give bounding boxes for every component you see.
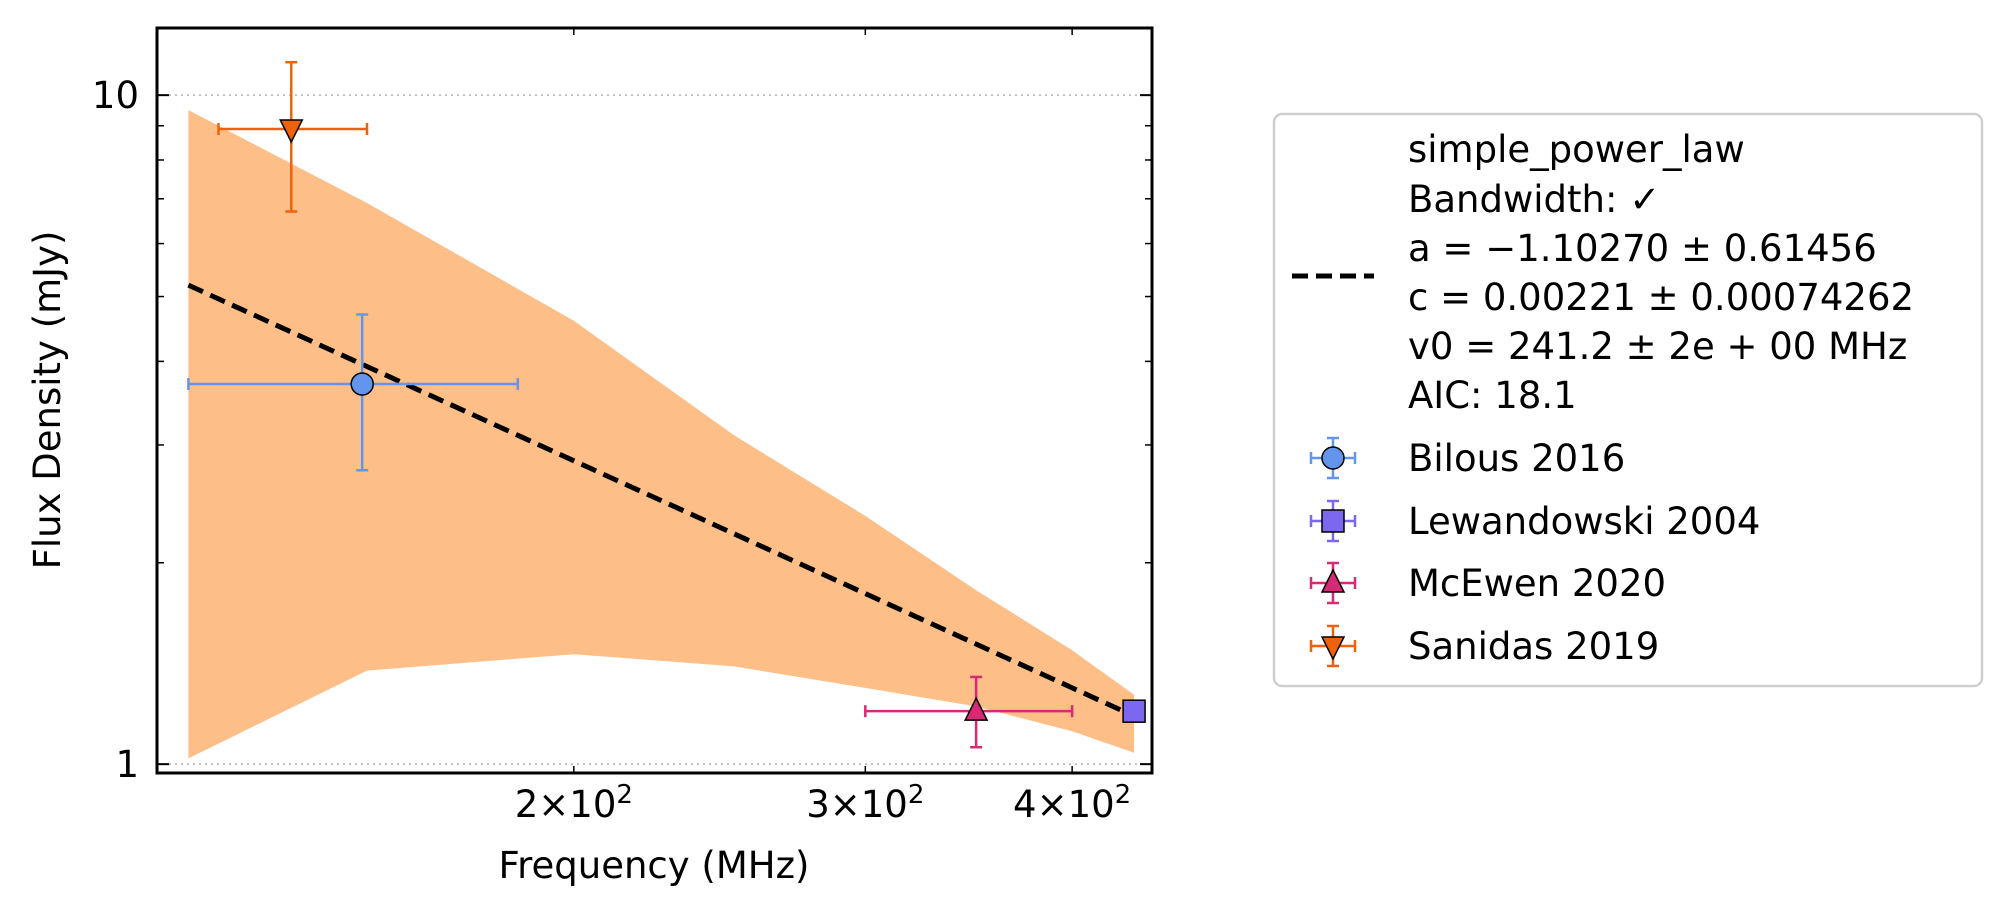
data-point-lewandowski-2004 xyxy=(1122,699,1146,723)
legend-entry: McEwen 2020 xyxy=(1309,561,1666,605)
legend-fit-bandwidth: Bandwidth: ✓ xyxy=(1408,178,1660,221)
legend-entry: Lewandowski 2004 xyxy=(1309,499,1760,543)
fit-line xyxy=(187,282,1136,719)
legend-label: McEwen 2020 xyxy=(1408,562,1666,605)
x-tick-label: 4×102 xyxy=(1013,780,1131,826)
legend-marker-triangle-down xyxy=(1320,636,1346,661)
legend-label: Bilous 2016 xyxy=(1408,437,1625,480)
legend-frame xyxy=(1272,112,1984,688)
data-point-bilous-2016 xyxy=(187,313,520,472)
legend-fit-name: simple_power_law xyxy=(1408,128,1745,171)
data-point-mcewen-2020 xyxy=(864,675,1074,749)
legend-marker-circle xyxy=(1321,446,1345,470)
axes-frame xyxy=(155,26,1154,775)
legend: simple_power_law Bandwidth: ✓ a = −1.102… xyxy=(1272,112,1984,688)
legend-marker-triangle-up xyxy=(1320,568,1346,593)
legend-label: Sanidas 2019 xyxy=(1408,625,1659,668)
legend-entry: Sanidas 2019 xyxy=(1309,624,1659,668)
marker-triangle-up xyxy=(963,696,989,721)
x-tick-label: 3×102 xyxy=(806,780,924,826)
x-axis-label: Frequency (MHz) xyxy=(499,844,810,887)
data-point-sanidas-2019 xyxy=(217,60,369,213)
legend-fit-c: c = 0.00221 ± 0.00074262 xyxy=(1408,276,1914,319)
legend-series-entries: Bilous 2016 Lewandowski 2004 McEwen 2020 Sa… xyxy=(1309,436,1760,668)
marker-circle xyxy=(350,372,374,396)
legend-entry: Bilous 2016 xyxy=(1309,436,1625,480)
legend-fit-aic: AIC: 18.1 xyxy=(1408,374,1577,417)
legend-marker-square xyxy=(1321,509,1345,533)
y-axis-label: Flux Density (mJy) xyxy=(26,231,69,570)
fit-uncertainty-band xyxy=(188,110,1135,759)
y-tick-label: 1 xyxy=(115,743,139,786)
plot-area xyxy=(157,60,1152,765)
x-tick-label: 2×102 xyxy=(515,780,633,826)
legend-fit-v0: v0 = 241.2 ± 2e + 00 MHz xyxy=(1408,325,1907,368)
legend-fit-a: a = −1.10270 ± 0.61456 xyxy=(1408,227,1877,270)
marker-square xyxy=(1122,699,1146,723)
axis-ticks: 1 10 2×102 3×102 4×102 xyxy=(92,28,1152,826)
legend-label: Lewandowski 2004 xyxy=(1408,500,1760,543)
y-tick-label: 10 xyxy=(92,74,139,117)
marker-triangle-down xyxy=(279,119,304,144)
